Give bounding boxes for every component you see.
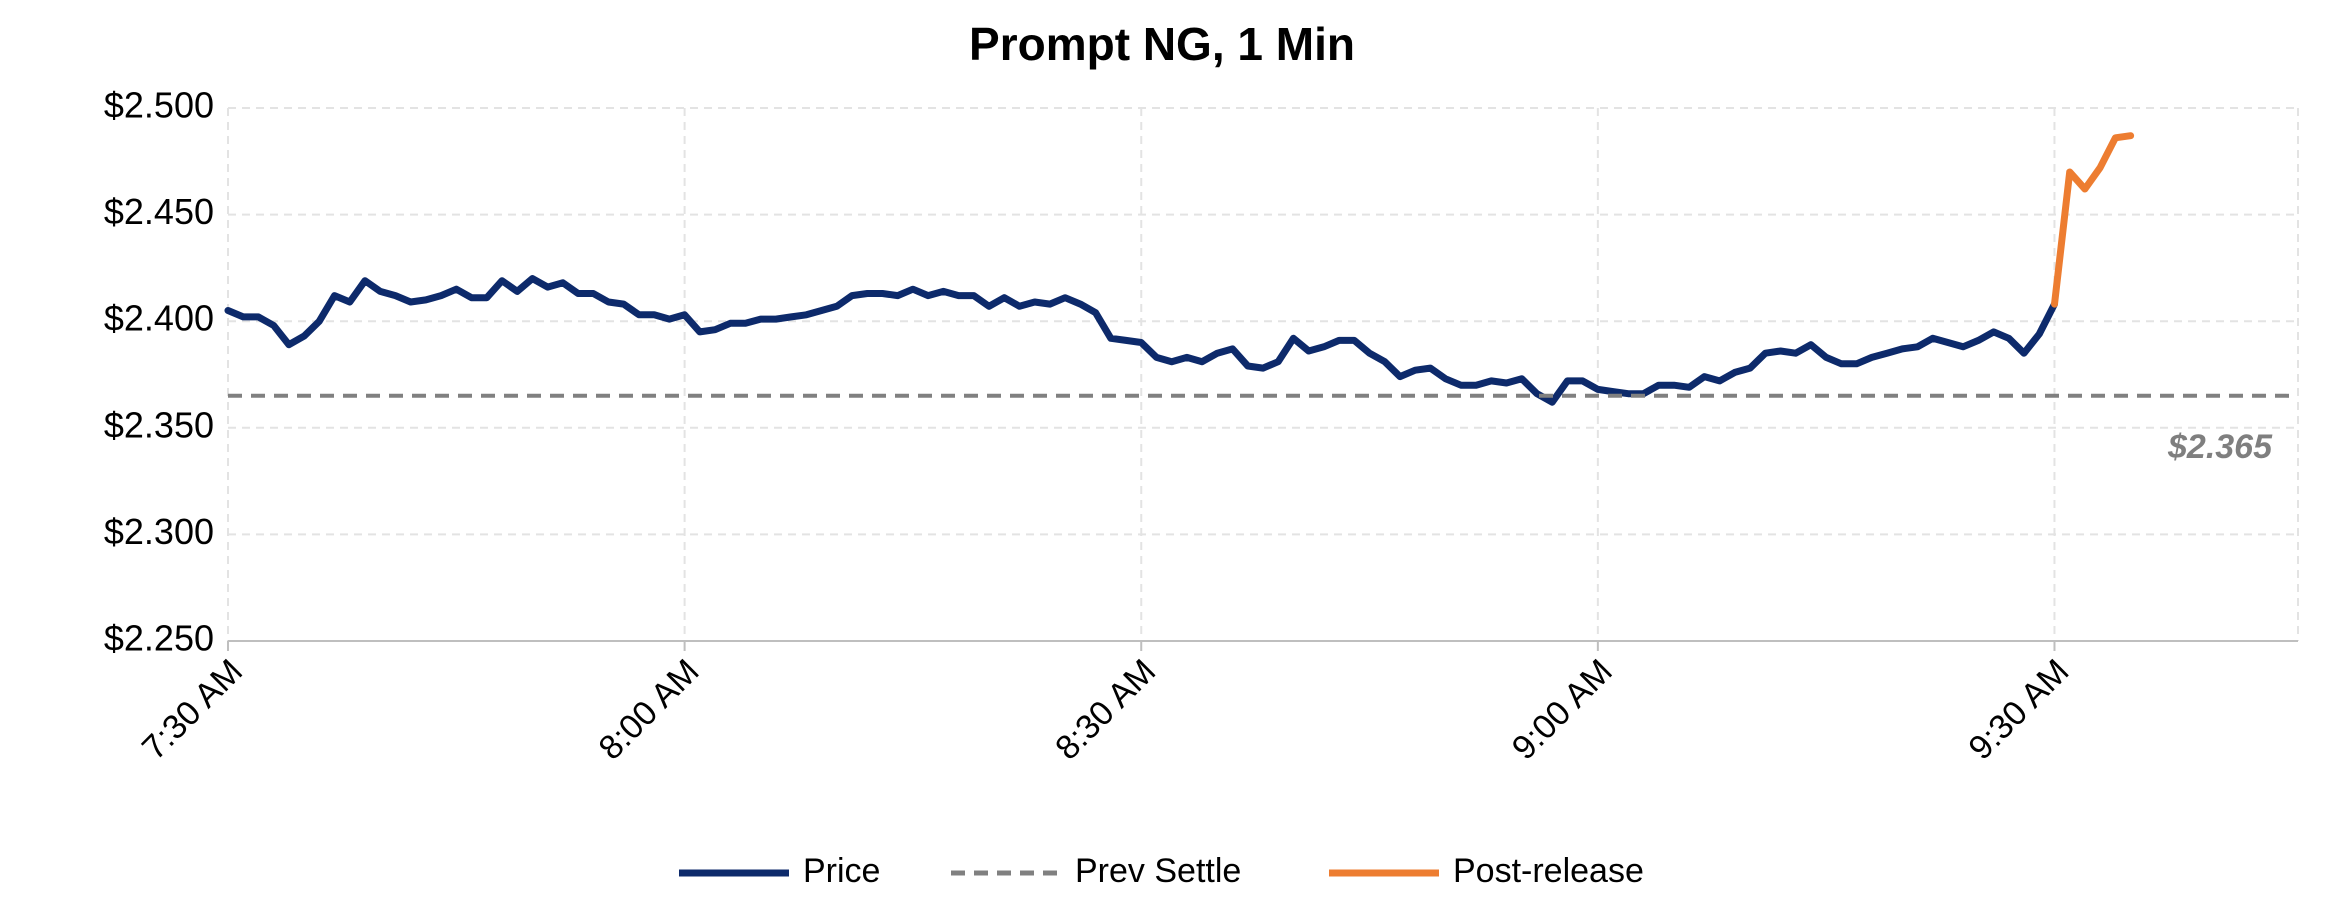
y-tick-label: $2.350 <box>104 404 214 445</box>
y-tick-label: $2.450 <box>104 191 214 232</box>
x-tick-label: 9:00 AM <box>1505 652 1620 767</box>
y-tick-label: $2.250 <box>104 618 214 659</box>
value-label: $2.365 <box>2167 428 2273 466</box>
x-tick-label: 8:30 AM <box>1048 652 1163 767</box>
y-tick-label: $2.500 <box>104 85 214 126</box>
chart-title: Prompt NG, 1 Min <box>969 18 1355 70</box>
x-tick-label: 8:00 AM <box>592 652 707 767</box>
legend-label: Price <box>803 852 880 890</box>
legend-label: Post-release <box>1453 852 1644 890</box>
y-tick-label: $2.400 <box>104 298 214 339</box>
legend-label: Prev Settle <box>1075 852 1241 890</box>
x-tick-label: 7:30 AM <box>135 652 250 767</box>
series-line <box>2051 132 2135 308</box>
x-tick-label: 9:30 AM <box>1961 652 2076 767</box>
y-tick-label: $2.300 <box>104 511 214 552</box>
series-line <box>224 275 2058 406</box>
